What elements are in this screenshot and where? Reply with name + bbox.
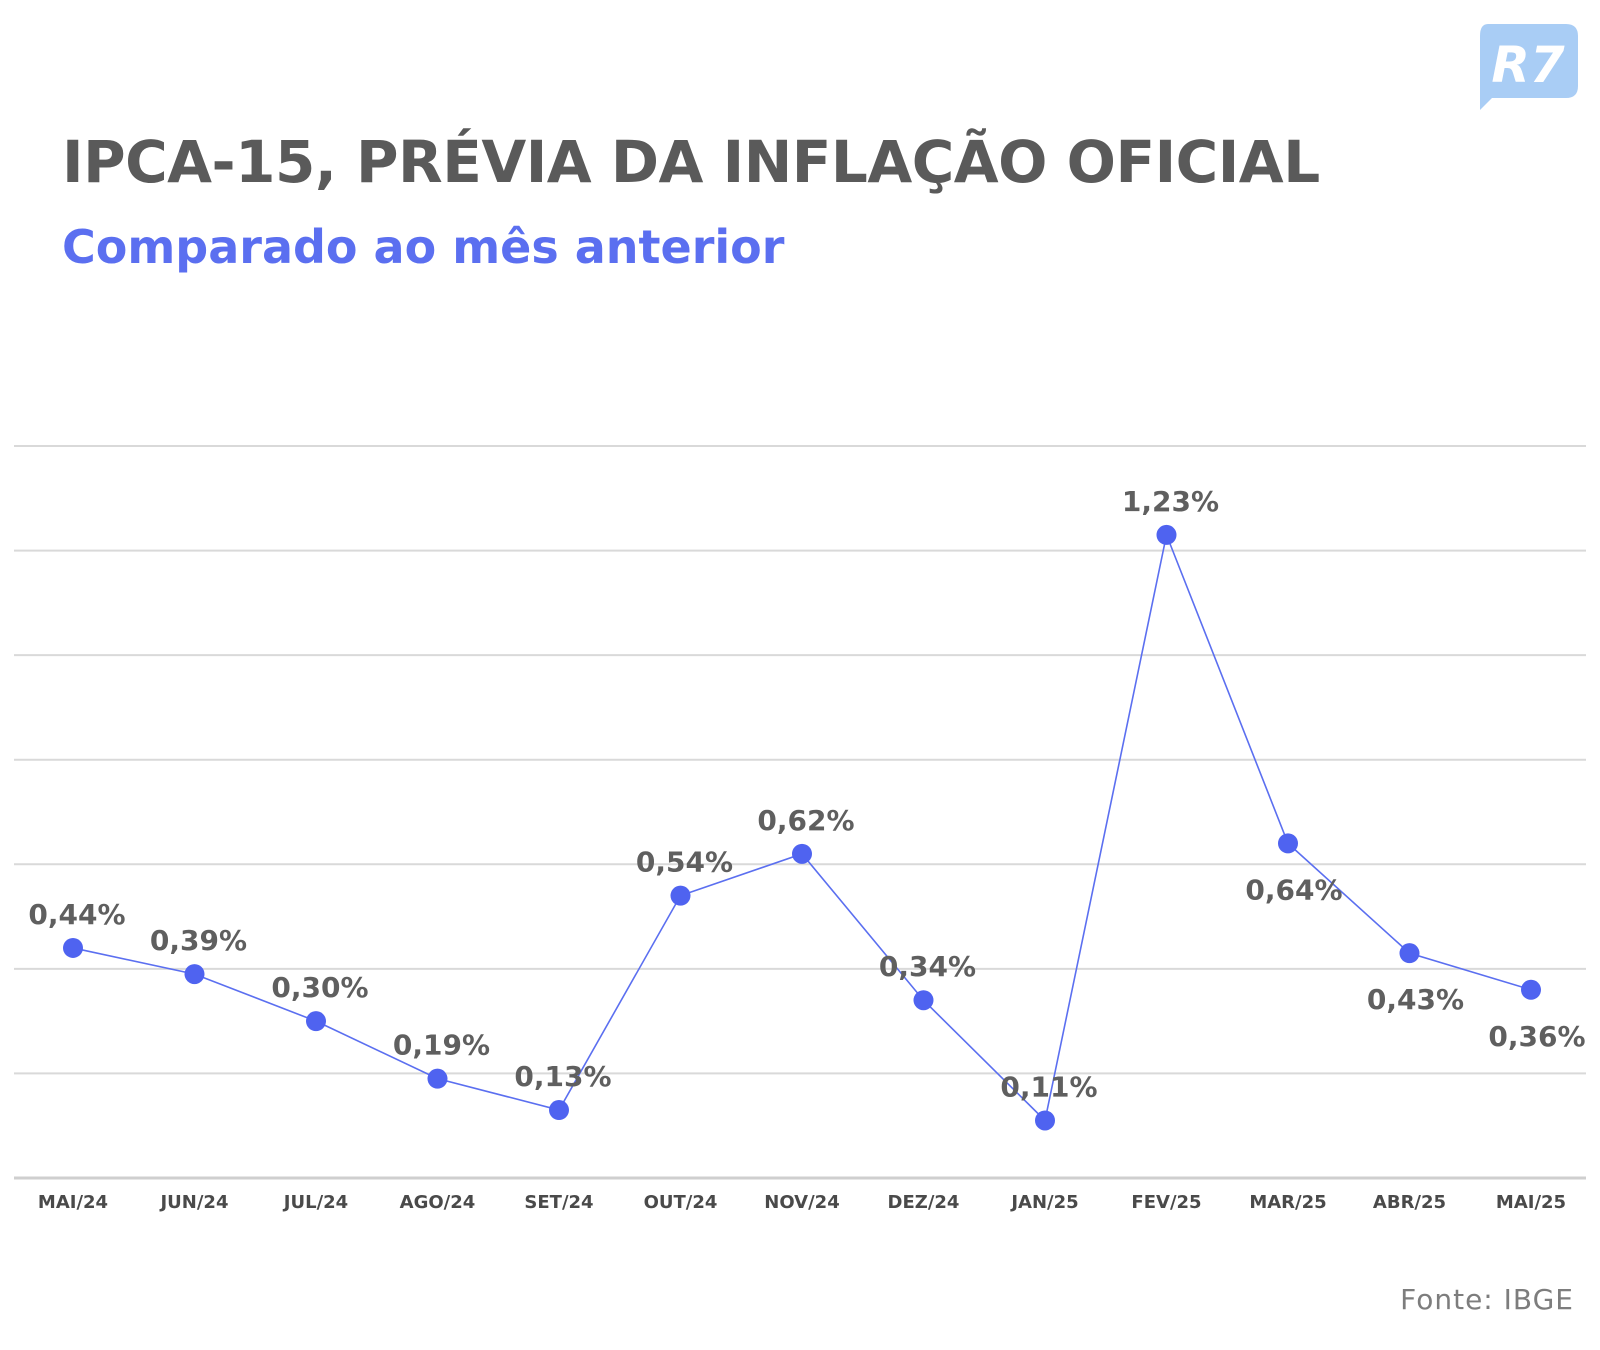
chart-title: IPCA-15, PRÉVIA DA INFLAÇÃO OFICIAL [62, 128, 1320, 196]
x-tick-label: JUN/24 [158, 1192, 228, 1213]
data-point [913, 990, 934, 1011]
data-point [1521, 979, 1541, 1000]
data-point [1156, 524, 1177, 545]
r7-logo: R7 [1480, 24, 1578, 110]
data-point [1399, 943, 1420, 964]
data-label: 0,34% [879, 950, 976, 983]
x-tick-label: DEZ/24 [888, 1192, 960, 1213]
x-tick-label: JUL/24 [282, 1192, 348, 1213]
x-tick-label: JAN/25 [1009, 1192, 1078, 1213]
x-tick-label: NOV/24 [764, 1192, 839, 1213]
data-label: 1,23% [1122, 485, 1219, 518]
logo-text: R7 [1491, 36, 1565, 94]
data-point [306, 1011, 326, 1032]
x-tick-label: MAI/24 [38, 1192, 108, 1213]
data-point [1278, 833, 1298, 854]
data-label: 0,36% [1488, 1020, 1585, 1053]
x-tick-label: AGO/24 [400, 1192, 476, 1213]
x-tick-label: SET/24 [524, 1192, 593, 1213]
data-point [63, 937, 83, 958]
data-label: 0,19% [393, 1029, 490, 1062]
x-tick-label: MAR/25 [1249, 1192, 1326, 1213]
x-tick-label: OUT/24 [644, 1192, 718, 1213]
x-tick-label: MAI/25 [1496, 1192, 1566, 1213]
data-point [549, 1100, 569, 1121]
data-point [427, 1068, 448, 1089]
x-tick-label: FEV/25 [1131, 1192, 1201, 1213]
data-label: 0,64% [1245, 873, 1342, 906]
data-label: 0,11% [1000, 1070, 1097, 1103]
data-label: 0,39% [150, 924, 247, 957]
source-note: Fonte: IBGE [1400, 1283, 1574, 1316]
data-label: 0,43% [1367, 983, 1464, 1016]
data-point [670, 885, 691, 906]
data-point [184, 964, 205, 985]
data-label: 0,44% [28, 898, 125, 931]
data-label: 0,13% [514, 1060, 611, 1093]
chart-subtitle: Comparado ao mês anterior [62, 220, 785, 274]
logo-bubble [1480, 24, 1578, 110]
data-label: 0,62% [757, 804, 854, 837]
data-label: 0,30% [271, 971, 368, 1004]
x-tick-label: ABR/25 [1373, 1192, 1446, 1213]
data-label: 0,54% [636, 846, 733, 879]
data-point [792, 843, 812, 864]
data-point [1035, 1110, 1055, 1131]
